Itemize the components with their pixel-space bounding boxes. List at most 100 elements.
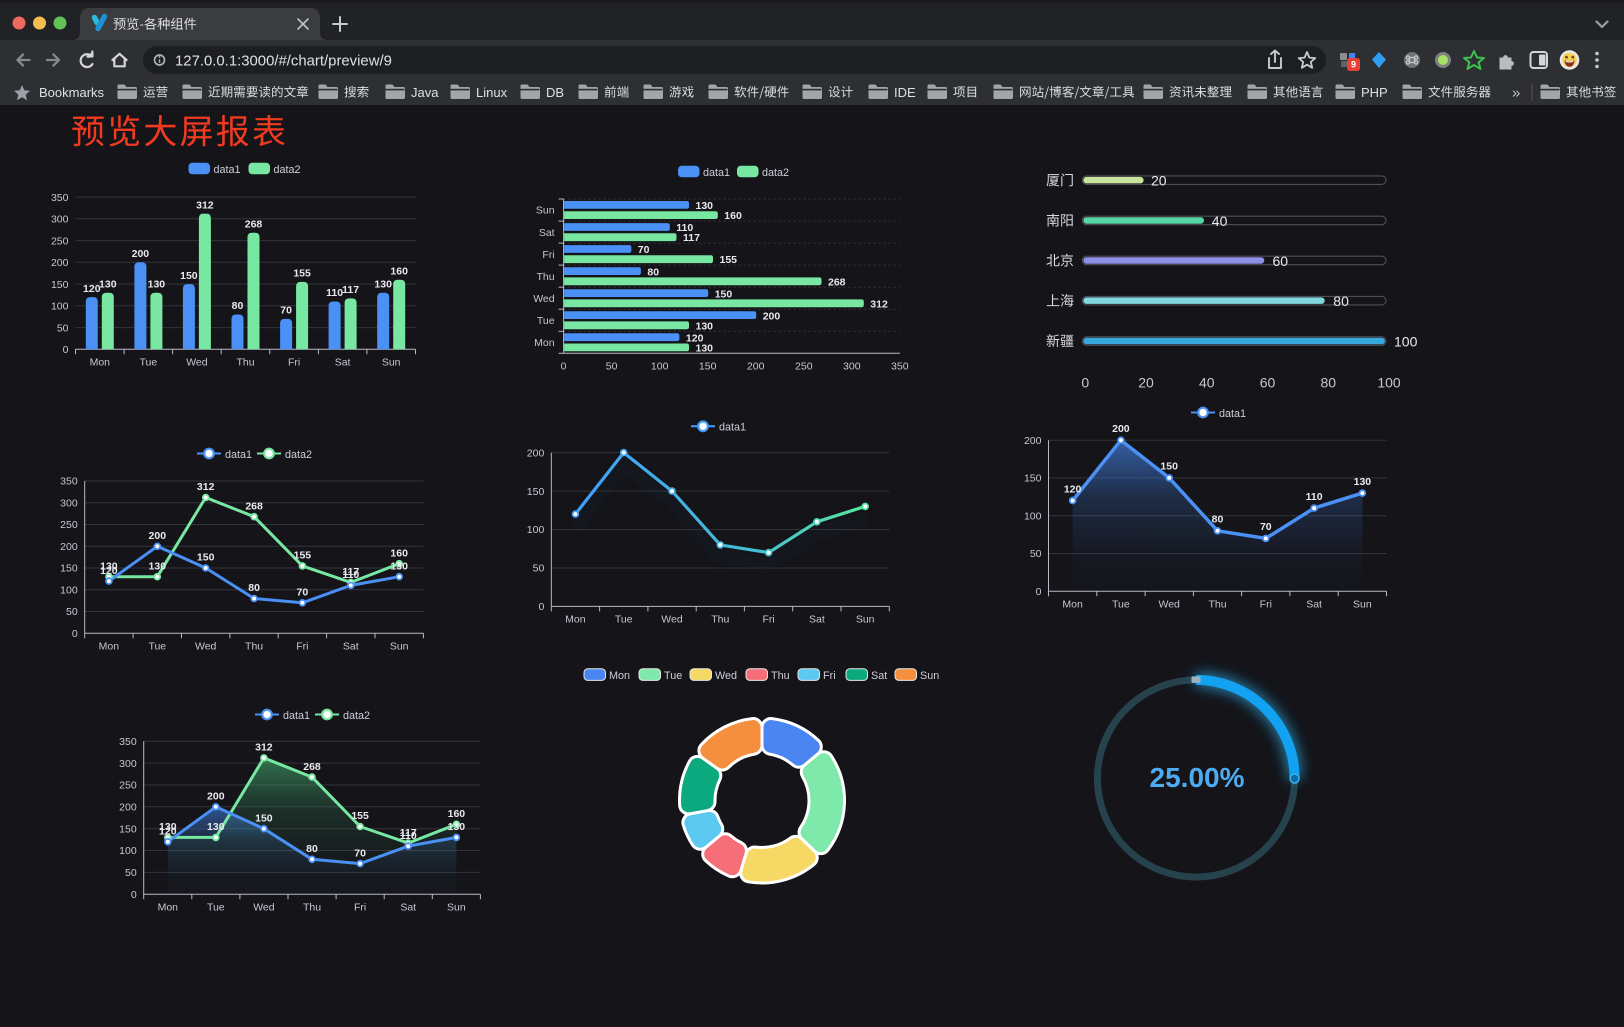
svg-text:Tue: Tue [615, 614, 633, 626]
svg-text:Wed: Wed [186, 356, 208, 368]
svg-text:130: 130 [374, 278, 392, 290]
svg-text:100: 100 [1024, 510, 1042, 522]
svg-text:200: 200 [1112, 423, 1130, 435]
svg-text:130: 130 [696, 342, 714, 354]
svg-text:Fri: Fri [1260, 598, 1272, 610]
svg-text:100: 100 [651, 360, 669, 372]
svg-text:Tue: Tue [537, 315, 555, 327]
svg-text:Mon: Mon [158, 901, 179, 913]
svg-text:data1: data1 [719, 422, 746, 434]
svg-text:0: 0 [1036, 586, 1042, 598]
svg-text:Bookmarks: Bookmarks [39, 85, 105, 100]
svg-text:20: 20 [1151, 173, 1167, 189]
svg-text:200: 200 [149, 530, 167, 542]
svg-text:110: 110 [1306, 491, 1323, 503]
svg-text:50: 50 [125, 867, 137, 879]
svg-text:300: 300 [843, 360, 861, 372]
svg-text:Mon: Mon [609, 670, 630, 682]
svg-text:20: 20 [1138, 374, 1154, 390]
svg-text:Tue: Tue [140, 356, 158, 368]
svg-text:300: 300 [51, 213, 69, 225]
svg-text:100: 100 [51, 300, 69, 312]
svg-text:312: 312 [255, 742, 273, 754]
svg-text:268: 268 [303, 761, 321, 773]
svg-text:Mon: Mon [90, 356, 111, 368]
svg-text:0: 0 [63, 344, 69, 356]
svg-text:155: 155 [351, 810, 369, 822]
svg-text:120: 120 [83, 283, 101, 295]
svg-text:Sat: Sat [335, 356, 351, 368]
svg-text:Thu: Thu [303, 901, 321, 913]
svg-text:350: 350 [119, 736, 137, 748]
svg-text:50: 50 [606, 360, 618, 372]
svg-text:155: 155 [294, 550, 312, 562]
svg-text:350: 350 [891, 360, 909, 372]
svg-text:150: 150 [51, 279, 69, 291]
svg-text:130: 130 [390, 560, 408, 572]
svg-text:200: 200 [747, 360, 765, 372]
svg-text:50: 50 [66, 606, 78, 618]
svg-text:200: 200 [132, 248, 150, 260]
svg-text:Fri: Fri [296, 640, 308, 652]
svg-text:150: 150 [1160, 461, 1178, 473]
svg-text:Sun: Sun [920, 670, 939, 682]
svg-text:130: 130 [99, 278, 117, 290]
svg-text:0: 0 [538, 601, 544, 613]
svg-text:»: » [1512, 84, 1520, 101]
svg-text:data1: data1 [703, 167, 730, 179]
svg-text:40: 40 [1212, 213, 1228, 229]
svg-text:130: 130 [100, 560, 118, 572]
svg-text:Tue: Tue [148, 640, 166, 652]
svg-text:117: 117 [683, 232, 700, 244]
svg-text:Wed: Wed [533, 293, 555, 305]
svg-text:Wed: Wed [1158, 598, 1180, 610]
svg-text:100: 100 [1377, 374, 1401, 390]
svg-text:data1: data1 [1219, 408, 1246, 420]
svg-text:data1: data1 [283, 710, 310, 722]
svg-text:data2: data2 [343, 710, 370, 722]
svg-text:Sat: Sat [1306, 598, 1322, 610]
svg-text:117: 117 [342, 284, 359, 296]
svg-text:130: 130 [159, 821, 177, 833]
svg-text:268: 268 [245, 500, 263, 512]
svg-text:0: 0 [72, 628, 78, 640]
svg-text:250: 250 [795, 360, 813, 372]
svg-text:80: 80 [1333, 293, 1349, 309]
svg-text:Tue: Tue [1112, 598, 1130, 610]
svg-text:Thu: Thu [771, 670, 790, 682]
svg-text:110: 110 [342, 569, 359, 581]
svg-text:150: 150 [255, 812, 273, 824]
svg-text:130: 130 [148, 278, 166, 290]
svg-text:Sat: Sat [809, 614, 825, 626]
svg-text:Sun: Sun [536, 205, 555, 217]
svg-text:160: 160 [390, 547, 408, 559]
svg-text:Sat: Sat [343, 640, 359, 652]
svg-text:Tue: Tue [664, 670, 682, 682]
svg-text:Sun: Sun [382, 356, 401, 368]
svg-text:Thu: Thu [245, 640, 263, 652]
svg-text:80: 80 [248, 582, 260, 594]
svg-text:Sat: Sat [871, 670, 887, 682]
svg-text:160: 160 [448, 808, 466, 820]
svg-text:200: 200 [51, 257, 69, 269]
svg-text:Java: Java [411, 85, 439, 100]
svg-text:150: 150 [60, 563, 78, 575]
svg-text:250: 250 [119, 780, 137, 792]
svg-text:Thu: Thu [236, 356, 254, 368]
svg-text:50: 50 [533, 563, 545, 575]
svg-text:25.00%: 25.00% [1150, 762, 1245, 793]
svg-text:120: 120 [159, 825, 177, 837]
svg-text:DB: DB [546, 85, 564, 100]
svg-text:Linux: Linux [476, 85, 508, 100]
svg-text:350: 350 [51, 192, 69, 204]
svg-text:110: 110 [676, 222, 693, 234]
svg-text:200: 200 [119, 801, 137, 813]
svg-text:312: 312 [196, 199, 214, 211]
svg-text:Fri: Fri [542, 249, 554, 261]
svg-text:Sun: Sun [390, 640, 409, 652]
svg-text:data1: data1 [225, 449, 252, 461]
svg-text:50: 50 [57, 322, 69, 334]
svg-text:100: 100 [1394, 333, 1418, 349]
svg-text:60: 60 [1273, 253, 1289, 269]
svg-text:160: 160 [724, 210, 742, 222]
